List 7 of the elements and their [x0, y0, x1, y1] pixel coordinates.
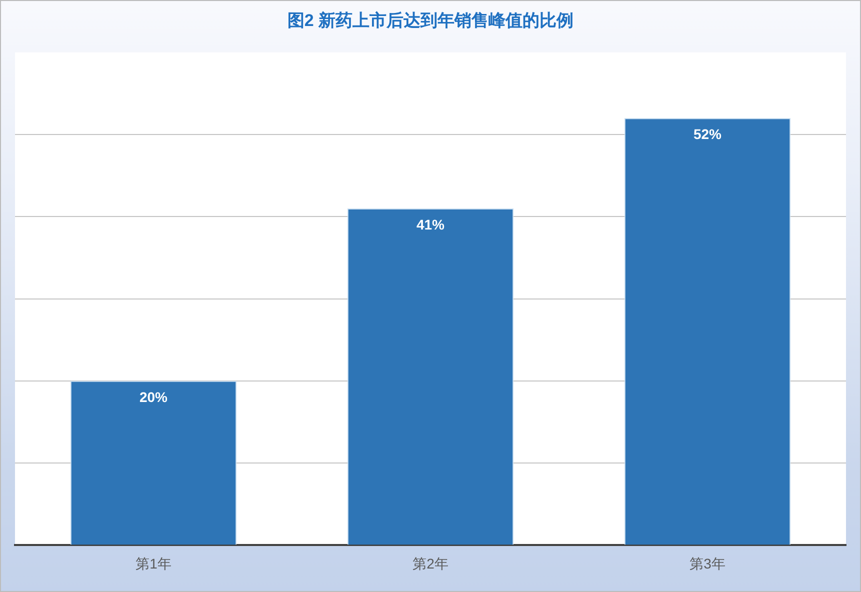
- chart-title: 图2 新药上市后达到年销售峰值的比例: [287, 10, 574, 30]
- x-tick-label: 第3年: [690, 555, 726, 572]
- data-label: 52%: [693, 126, 722, 142]
- x-tick-label: 第1年: [136, 555, 172, 572]
- x-tick-label: 第2年: [412, 555, 448, 572]
- data-label: 41%: [416, 216, 446, 232]
- data-label: 20%: [139, 388, 168, 405]
